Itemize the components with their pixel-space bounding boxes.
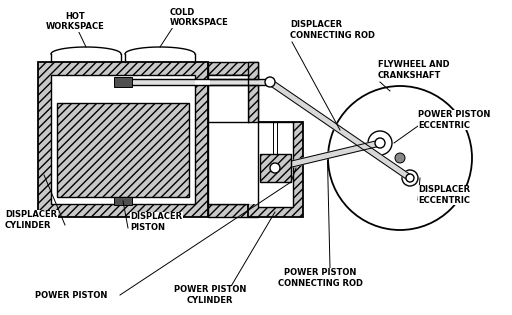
Bar bbox=[248, 122, 303, 217]
Circle shape bbox=[408, 175, 413, 180]
Bar bbox=[51, 75, 195, 204]
Text: POWER PISTON: POWER PISTON bbox=[35, 290, 108, 300]
Bar bbox=[248, 75, 258, 122]
Bar bbox=[258, 122, 293, 207]
Circle shape bbox=[368, 131, 392, 155]
Text: DISPLACER
CYLINDER: DISPLACER CYLINDER bbox=[5, 210, 57, 230]
Polygon shape bbox=[274, 140, 381, 171]
Text: HOT
WORKSPACE: HOT WORKSPACE bbox=[46, 12, 104, 32]
Circle shape bbox=[328, 86, 472, 230]
Bar bbox=[38, 62, 208, 217]
Bar bbox=[208, 204, 258, 217]
Bar bbox=[208, 85, 258, 204]
Circle shape bbox=[406, 174, 414, 182]
Circle shape bbox=[265, 77, 275, 87]
Text: DISPLACER
CONNECTING ROD: DISPLACER CONNECTING ROD bbox=[290, 20, 375, 40]
Text: DISPLACER
PISTON: DISPLACER PISTON bbox=[130, 212, 182, 232]
Bar bbox=[57, 103, 189, 197]
Text: FLYWHEEL AND
CRANKSHAFT: FLYWHEEL AND CRANKSHAFT bbox=[378, 60, 450, 80]
Text: DISPLACER
ECCENTRIC: DISPLACER ECCENTRIC bbox=[418, 185, 470, 205]
Bar bbox=[208, 75, 258, 79]
Circle shape bbox=[377, 140, 383, 146]
Bar bbox=[208, 75, 248, 122]
Bar bbox=[114, 77, 132, 87]
Bar bbox=[248, 62, 258, 122]
Circle shape bbox=[395, 153, 405, 163]
Text: POWER PISTON
ECCENTRIC: POWER PISTON ECCENTRIC bbox=[418, 110, 490, 130]
Polygon shape bbox=[268, 79, 412, 180]
Circle shape bbox=[402, 170, 418, 186]
Text: POWER PISTON
CONNECTING ROD: POWER PISTON CONNECTING ROD bbox=[278, 268, 362, 288]
Bar bbox=[132, 79, 270, 85]
Circle shape bbox=[270, 163, 280, 173]
Bar bbox=[260, 154, 291, 182]
Bar bbox=[114, 197, 132, 205]
Bar bbox=[208, 62, 258, 75]
Text: POWER PISTON
CYLINDER: POWER PISTON CYLINDER bbox=[174, 285, 246, 305]
Bar bbox=[195, 79, 210, 85]
Text: COLD
WORKSPACE: COLD WORKSPACE bbox=[170, 8, 229, 27]
Circle shape bbox=[375, 138, 385, 148]
